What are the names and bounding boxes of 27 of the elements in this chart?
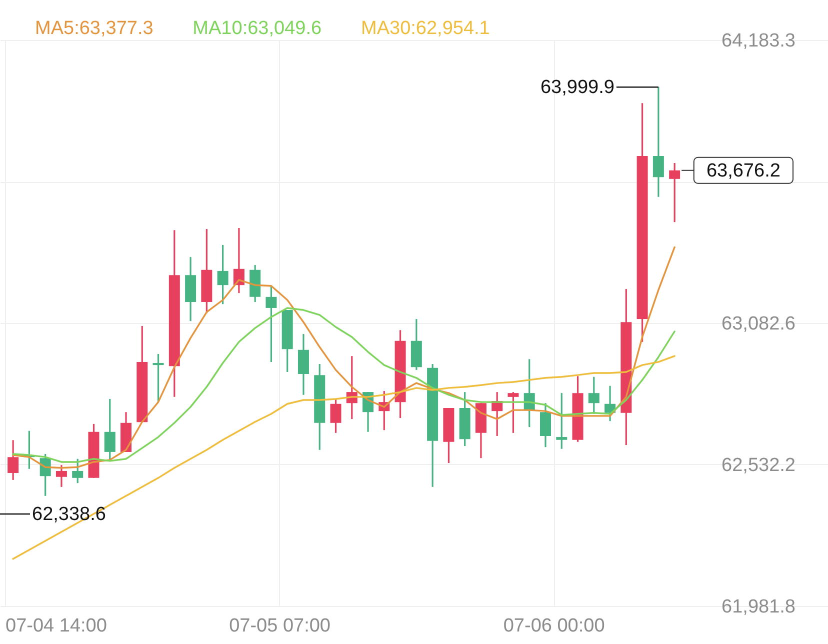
candlestick — [104, 398, 116, 461]
x-tick-label: 07-06 00:00 — [503, 616, 605, 636]
candlestick — [217, 244, 228, 305]
text: MA5:63,377.3 — [35, 18, 154, 39]
ref-line-label: 63,676.2 — [706, 160, 780, 182]
candlestick — [8, 439, 19, 481]
candlestick — [508, 391, 519, 434]
candlestick — [72, 458, 84, 484]
candlestick — [652, 86, 664, 198]
y-tick-label: 64,183.3 — [722, 30, 796, 52]
line-series — [12, 355, 676, 560]
text: MA10:63,049.6 — [192, 18, 322, 39]
candlestick — [152, 353, 164, 403]
x-tick-label: 07-04 14:00 — [6, 616, 107, 636]
candlestick — [330, 398, 342, 434]
y-tick-label: 62,532.2 — [722, 454, 796, 476]
candlestick — [540, 402, 551, 448]
candlestick — [588, 376, 600, 415]
y-tick-label: 61,981.8 — [722, 596, 796, 618]
annotation: 63,999.9 — [540, 77, 614, 98]
candlestick — [556, 392, 568, 450]
text: MA30:62,954.1 — [361, 18, 490, 39]
candlestick — [669, 162, 680, 223]
x-tick-label: 07-05 07:00 — [229, 616, 330, 636]
candlestick — [56, 464, 67, 488]
y-tick-label: 63,082.6 — [722, 313, 796, 334]
candlestick — [266, 285, 277, 363]
